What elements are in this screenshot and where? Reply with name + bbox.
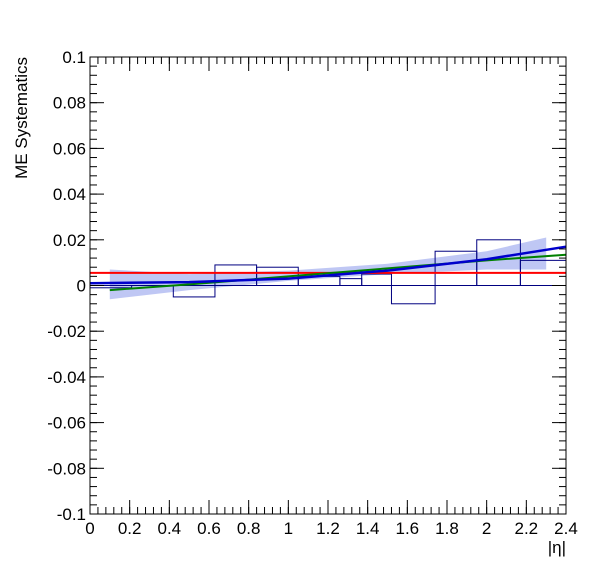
blue-fit-line xyxy=(89,245,567,285)
confidence-band xyxy=(109,237,547,300)
histogram-bin xyxy=(390,285,436,305)
y-tick-label: 0.06 xyxy=(53,139,86,158)
y-axis-title: ME Systematics xyxy=(12,57,31,179)
x-tick-label: 1.2 xyxy=(316,519,340,538)
y-tick-label: -0.06 xyxy=(47,414,86,433)
green-fit-line xyxy=(109,253,567,292)
x-tick-label: 0 xyxy=(85,519,94,538)
y-tick-label: 0.04 xyxy=(53,185,86,204)
confidence-band-layer xyxy=(109,237,547,300)
x-axis-ticks: 0 0.2 0.4 0.6 0.8 1 1.2 1.4 1.6 1.8 2 2.2 2.4 xyxy=(85,57,578,538)
x-tick-label: 1.4 xyxy=(356,519,380,538)
x-tick-label: 0.8 xyxy=(237,519,261,538)
histogram-layer xyxy=(89,239,567,305)
x-tick-label: 0.2 xyxy=(118,519,142,538)
x-axis-title: |η| xyxy=(548,538,566,557)
x-tick-label: 2.2 xyxy=(515,519,539,538)
x-tick-label: 1.8 xyxy=(435,519,459,538)
x-tick-label: 2 xyxy=(482,519,491,538)
x-tick-label: 2.4 xyxy=(554,519,578,538)
histogram-bin xyxy=(361,273,392,287)
x-tick-label: 0.6 xyxy=(197,519,221,538)
y-tick-label: 0 xyxy=(77,277,86,296)
x-tick-label: 1.6 xyxy=(396,519,420,538)
fit-curves-layer xyxy=(89,245,567,292)
y-tick-label: -0.04 xyxy=(47,368,86,387)
histogram-bin xyxy=(339,278,363,286)
y-tick-label: -0.1 xyxy=(57,505,86,524)
x-tick-label: 0.4 xyxy=(158,519,182,538)
y-tick-label: 0.08 xyxy=(53,94,86,113)
y-tick-label: -0.02 xyxy=(47,322,86,341)
y-tick-label: -0.08 xyxy=(47,459,86,478)
y-tick-label: 0.02 xyxy=(53,231,86,250)
y-tick-label: 0.1 xyxy=(62,48,86,67)
y-axis-ticks: -0.1 -0.08 -0.06 -0.04 -0.02 0 0.02 0.04 0.06 0.0… xyxy=(47,48,566,524)
histogram-bin xyxy=(172,285,216,298)
x-tick-label: 1 xyxy=(284,519,293,538)
